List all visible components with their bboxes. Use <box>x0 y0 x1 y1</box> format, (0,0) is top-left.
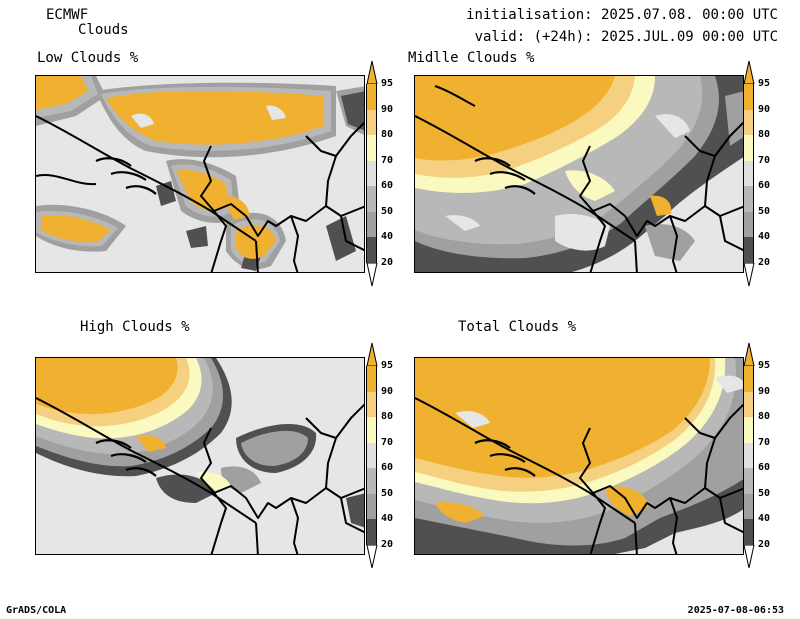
colorbar-low: 95 90 80 70 60 50 40 20 <box>366 60 406 290</box>
colorbar-label: 90 <box>758 103 771 115</box>
colorbar-label: 80 <box>381 411 394 422</box>
colorbar-label: 90 <box>381 385 394 397</box>
colorbar-label: 40 <box>381 231 394 242</box>
panel-title-total: Total Clouds % <box>458 319 577 335</box>
map-middle-clouds <box>414 75 744 273</box>
colorbar-segment <box>743 211 754 238</box>
colorbar-label: 70 <box>381 154 394 166</box>
colorbar-segment <box>366 237 377 263</box>
colorbar-segment <box>743 135 754 161</box>
map-total-clouds <box>414 357 744 555</box>
colorbar-bottom-arrow <box>366 544 378 568</box>
colorbar-bottom-arrow <box>743 262 755 286</box>
colorbar-segment <box>743 442 754 469</box>
colorbar-label: 20 <box>758 538 771 550</box>
model-name: ECMWF <box>46 7 89 23</box>
colorbar-segment <box>743 186 754 212</box>
colorbar-top-arrow <box>743 60 755 84</box>
colorbar-segment <box>366 442 377 469</box>
colorbar-label: 70 <box>381 436 394 448</box>
colorbar-middle: 95 90 80 70 60 50 40 20 <box>743 60 783 290</box>
colorbar-top-arrow <box>743 342 755 366</box>
panel-title-middle: Midlle Clouds % <box>408 50 535 66</box>
colorbar-label: 90 <box>381 103 394 115</box>
total-clouds-field <box>415 358 743 554</box>
colorbar-high: 95 90 80 70 60 50 40 20 <box>366 342 406 572</box>
colorbar-total: 95 90 80 70 60 50 40 20 <box>743 342 783 572</box>
colorbar-label: 70 <box>758 436 771 448</box>
low-clouds-field <box>36 76 364 272</box>
colorbar-label: 60 <box>381 180 394 191</box>
colorbar-segment <box>366 493 377 520</box>
colorbar-segment <box>743 493 754 520</box>
colorbar-label: 20 <box>758 256 771 268</box>
colorbar-segment <box>743 160 754 187</box>
colorbar-segment <box>743 391 754 418</box>
init-time: initialisation: 2025.07.08. 00:00 UTC <box>466 7 778 23</box>
colorbar-bottom-arrow <box>366 262 378 286</box>
middle-clouds-field <box>415 76 743 272</box>
colorbar-label: 95 <box>381 360 394 371</box>
map-high-clouds <box>35 357 365 555</box>
colorbar-segment <box>743 366 754 392</box>
colorbar-segment <box>366 109 377 136</box>
product-name: Clouds <box>78 22 129 38</box>
colorbar-label: 95 <box>381 78 394 89</box>
colorbar-label: 60 <box>758 462 771 473</box>
footer-timestamp: 2025-07-08-06:53 <box>687 605 784 616</box>
panel-title-low: Low Clouds % <box>37 50 139 66</box>
colorbar-label: 20 <box>381 538 394 550</box>
colorbar-segment <box>743 519 754 545</box>
colorbar-segment <box>743 109 754 136</box>
colorbar-segment <box>366 186 377 212</box>
colorbar-label: 20 <box>381 256 394 268</box>
colorbar-label: 40 <box>758 231 771 242</box>
colorbar-label: 80 <box>758 411 771 422</box>
colorbar-label: 80 <box>758 129 771 140</box>
colorbar-label: 50 <box>381 487 394 499</box>
colorbar-label: 95 <box>758 78 771 89</box>
colorbar-segment <box>743 84 754 110</box>
colorbar-label: 40 <box>381 513 394 524</box>
colorbar-segment <box>366 135 377 161</box>
colorbar-label: 80 <box>381 129 394 140</box>
panel-title-high: High Clouds % <box>80 319 190 335</box>
colorbar-label: 60 <box>381 462 394 473</box>
colorbar-segment <box>743 417 754 443</box>
colorbar-segment <box>366 160 377 187</box>
footer-software: GrADS/COLA <box>6 605 67 616</box>
colorbar-label: 50 <box>758 487 771 499</box>
colorbar-segment <box>366 84 377 110</box>
high-clouds-field <box>36 358 364 554</box>
map-low-clouds <box>35 75 365 273</box>
colorbar-segment <box>743 468 754 494</box>
colorbar-segment <box>743 237 754 263</box>
colorbar-segment <box>366 519 377 545</box>
colorbar-label: 90 <box>758 385 771 397</box>
colorbar-label: 50 <box>381 205 394 217</box>
colorbar-top-arrow <box>366 342 378 366</box>
colorbar-label: 70 <box>758 154 771 166</box>
valid-time: valid: (+24h): 2025.JUL.09 00:00 UTC <box>474 29 778 45</box>
colorbar-label: 40 <box>758 513 771 524</box>
colorbar-segment <box>366 211 377 238</box>
colorbar-label: 50 <box>758 205 771 217</box>
colorbar-segment <box>366 366 377 392</box>
colorbar-segment <box>366 468 377 494</box>
colorbar-label: 60 <box>758 180 771 191</box>
colorbar-segment <box>366 417 377 443</box>
colorbar-segment <box>366 391 377 418</box>
colorbar-bottom-arrow <box>743 544 755 568</box>
colorbar-top-arrow <box>366 60 378 84</box>
colorbar-label: 95 <box>758 360 771 371</box>
